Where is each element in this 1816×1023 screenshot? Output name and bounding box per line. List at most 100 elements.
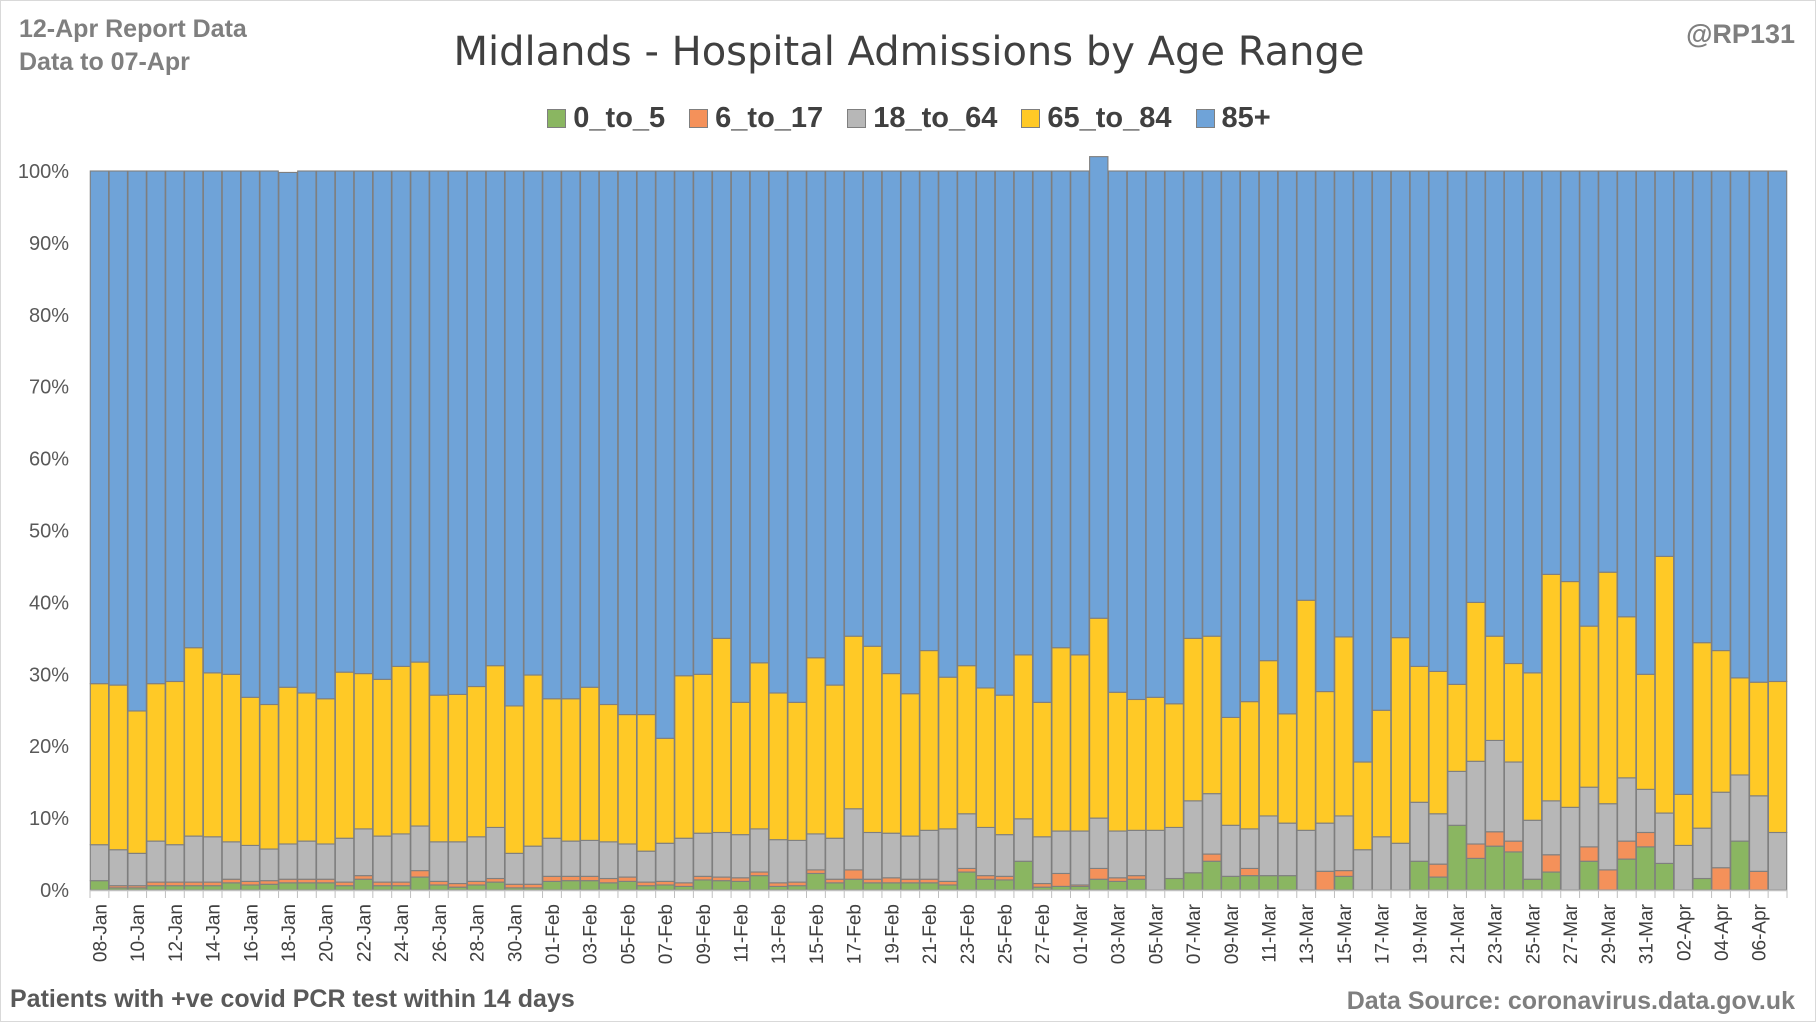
- bar-segment: [598, 882, 619, 891]
- bar-segment: [598, 703, 619, 843]
- x-tick-label: 16-Jan: [241, 904, 262, 962]
- bar-segment: [240, 170, 260, 698]
- bar-segment: [391, 833, 411, 883]
- bar-segment: [787, 885, 807, 891]
- y-tick-label: 70%: [29, 377, 69, 399]
- bar-segment: [1183, 637, 1203, 802]
- bar-segment: [165, 885, 185, 891]
- bar-segment: [1485, 831, 1505, 847]
- bar-segment: [1654, 555, 1675, 814]
- x-tick-label: 27-Feb: [1033, 904, 1054, 964]
- bar-segment: [561, 170, 581, 700]
- bar-segment: [485, 826, 506, 880]
- x-tick-label: 20-Jan: [317, 904, 338, 962]
- bar-segment: [1503, 851, 1524, 891]
- bar-segment: [1654, 812, 1675, 864]
- bar-segment: [749, 828, 770, 873]
- bar-segment: [1334, 815, 1354, 872]
- x-tick-label: 03-Mar: [1109, 903, 1130, 964]
- bar-segment: [542, 837, 562, 877]
- bar-segment: [768, 692, 788, 841]
- bar-segment: [410, 825, 430, 872]
- bar-segment: [1051, 647, 1071, 832]
- bar-segment: [825, 882, 845, 891]
- bar-segment: [485, 881, 506, 891]
- bar-segment: [334, 170, 355, 673]
- legend-swatch: [1195, 108, 1215, 128]
- bar-segment: [1598, 571, 1618, 805]
- bar-segment: [1126, 170, 1147, 701]
- bar-segment: [165, 680, 185, 846]
- chart-title: Midlands - Hospital Admissions by Age Ra…: [453, 29, 1365, 75]
- bar-segment: [259, 848, 279, 882]
- bar-segment: [542, 170, 562, 700]
- bar-segment: [1239, 701, 1260, 830]
- x-tick-label: 23-Feb: [958, 904, 979, 964]
- bar-segment: [1485, 739, 1505, 833]
- bar-segment: [108, 170, 128, 686]
- bar-segment: [749, 875, 770, 891]
- bar-segment: [1409, 860, 1430, 891]
- bar-segment: [1371, 170, 1392, 711]
- y-tick-label: 30%: [29, 664, 69, 686]
- x-tick-label: 05-Mar: [1146, 903, 1167, 964]
- bar-segment: [315, 843, 336, 880]
- bar-segment: [636, 885, 656, 891]
- x-tick-label: 03-Feb: [581, 904, 602, 964]
- bar-segment: [711, 831, 732, 878]
- bar-segment: [1617, 170, 1637, 618]
- x-tick-label: 11-Feb: [732, 904, 753, 963]
- bar-segment: [806, 833, 826, 871]
- bar-segment: [749, 662, 770, 830]
- bar-segment: [1617, 858, 1637, 891]
- bar-segment: [1447, 170, 1467, 685]
- bar-segment: [504, 705, 524, 854]
- bar-segment: [127, 852, 147, 887]
- x-tick-label: 28-Jan: [468, 904, 489, 962]
- bar-segment: [1635, 788, 1656, 834]
- bar-segment: [655, 842, 675, 882]
- legend-item-85-: 85+: [1195, 102, 1271, 135]
- bar-segment: [919, 829, 939, 880]
- bar-segment: [353, 878, 374, 891]
- bar-segment: [711, 170, 732, 639]
- bar-segment: [146, 885, 166, 891]
- bar-segment: [221, 841, 242, 880]
- bar-segment: [315, 698, 336, 845]
- x-tick-label: 15-Feb: [807, 904, 828, 964]
- bar-segment: [1353, 849, 1373, 891]
- bar-segment: [730, 170, 751, 703]
- bar-segment: [1070, 654, 1090, 832]
- bar-segment: [579, 875, 600, 882]
- bar-segment: [1051, 170, 1071, 649]
- bar-segment: [561, 875, 581, 882]
- bar-segment: [1296, 599, 1316, 831]
- bar-segment: [1560, 806, 1580, 891]
- bar-segment: [1221, 716, 1241, 826]
- bar-segment: [674, 170, 694, 677]
- x-tick-label: 01-Feb: [543, 904, 564, 964]
- bar-segment: [410, 876, 430, 891]
- bar-segment: [165, 844, 185, 883]
- bar-segment: [1334, 170, 1354, 638]
- bar-segment: [1730, 170, 1750, 679]
- bar-segment: [485, 170, 506, 667]
- bar-segment: [466, 884, 487, 891]
- bar-segment: [1692, 877, 1712, 891]
- report-date-label: 12-Apr Report Data: [19, 15, 247, 43]
- bar-segment: [1126, 698, 1147, 831]
- bar-segment: [1089, 817, 1109, 869]
- bar-segment: [391, 170, 411, 667]
- bar-segment: [617, 880, 638, 891]
- bar-segment: [1371, 836, 1392, 891]
- legend-swatch: [1021, 108, 1041, 128]
- x-tick-label: 17-Feb: [845, 904, 866, 964]
- bar-segment: [523, 170, 543, 676]
- bar-segment: [825, 684, 845, 839]
- x-tick-label: 01-Mar: [1071, 903, 1092, 964]
- legend-label: 6_to_17: [715, 101, 824, 134]
- bar-segment: [1579, 625, 1599, 788]
- x-tick-label: 21-Feb: [920, 904, 941, 964]
- bar-segment: [938, 884, 958, 891]
- bar-segment: [806, 170, 826, 659]
